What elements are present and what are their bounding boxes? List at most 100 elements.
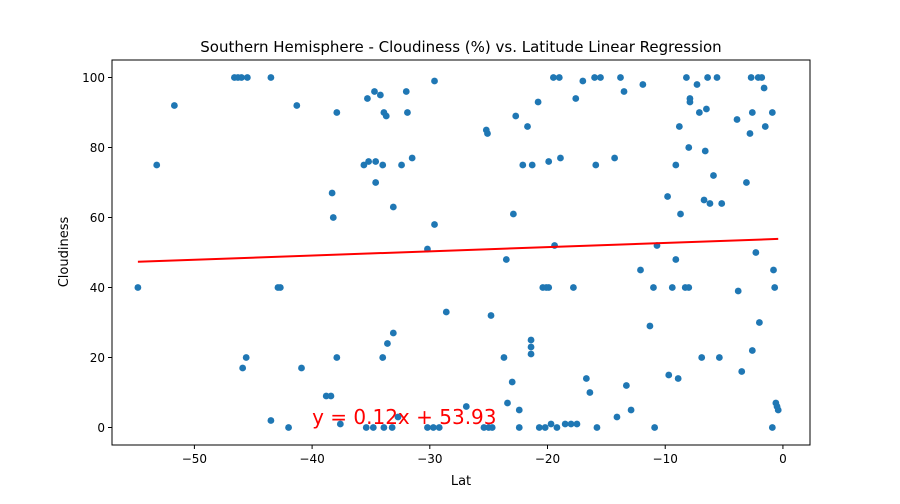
data-point [573, 420, 581, 428]
data-point [512, 112, 520, 120]
data-point [389, 329, 397, 337]
data-point [480, 424, 488, 431]
data-point [746, 130, 754, 137]
data-point [700, 196, 708, 204]
data-point [627, 406, 635, 414]
data-point [613, 413, 621, 421]
x-tick-label: 0 [779, 452, 787, 466]
data-point [365, 158, 373, 165]
data-point [329, 214, 337, 221]
data-point [298, 364, 305, 372]
data-point [675, 123, 683, 130]
data-point [646, 322, 654, 330]
data-point [639, 81, 647, 88]
y-tick-label: 40 [90, 281, 105, 295]
data-point [650, 284, 657, 291]
data-point [435, 424, 443, 431]
data-point [561, 420, 569, 428]
data-point [593, 424, 601, 431]
data-point [267, 417, 275, 424]
x-tick-label: −10 [653, 452, 678, 466]
chart-title: Southern Hemisphere - Cloudiness (%) vs.… [200, 38, 721, 56]
data-point [738, 368, 746, 375]
data-point [755, 319, 763, 326]
data-point [382, 112, 390, 120]
data-point [442, 308, 450, 316]
data-point [592, 161, 600, 169]
data-point [677, 210, 684, 218]
data-point [579, 77, 587, 85]
data-point [553, 424, 561, 431]
y-tick-label: 60 [90, 211, 105, 225]
data-point [665, 371, 673, 379]
data-point [771, 284, 779, 291]
data-point [664, 193, 671, 200]
data-point [528, 161, 536, 169]
data-point [545, 158, 553, 165]
data-point [747, 74, 755, 81]
data-point [651, 424, 659, 431]
data-point [519, 161, 527, 169]
data-point [570, 284, 577, 291]
x-tick-label: −40 [299, 452, 324, 466]
data-point [567, 420, 575, 428]
data-point [748, 109, 756, 116]
data-point [637, 266, 644, 274]
data-point [328, 189, 336, 197]
y-tick-label: 100 [82, 71, 105, 85]
data-point [364, 95, 371, 102]
data-point [586, 389, 594, 396]
data-point [715, 354, 723, 361]
data-point [508, 378, 516, 386]
data-point [380, 424, 388, 431]
data-point [504, 399, 511, 407]
data-point [622, 382, 630, 389]
data-point [752, 249, 760, 256]
data-point [524, 123, 531, 130]
data-point [134, 284, 142, 291]
x-axis: −50 −40 −30 −20 −10 0 [182, 445, 787, 466]
data-point [733, 116, 741, 123]
data-point [760, 84, 768, 92]
data-point [549, 74, 557, 81]
regression-line-group [137, 237, 779, 263]
data-point [379, 161, 387, 169]
data-point [431, 221, 438, 228]
y-axis: 0 20 40 60 80 100 [82, 71, 112, 435]
x-tick-label: −50 [182, 452, 207, 466]
data-point [327, 392, 335, 400]
data-point [371, 88, 378, 95]
data-point [718, 200, 726, 207]
data-point [336, 420, 344, 428]
data-point [509, 210, 517, 218]
data-point [555, 74, 563, 81]
scatter-series [134, 74, 782, 431]
data-point [398, 161, 405, 169]
data-point [672, 161, 680, 169]
data-point [758, 74, 766, 81]
data-point [293, 102, 301, 109]
data-point [698, 354, 706, 361]
data-point [535, 424, 543, 431]
data-point [770, 266, 777, 274]
data-point [541, 424, 549, 431]
data-point [668, 284, 676, 291]
data-point [620, 88, 628, 95]
data-point [502, 256, 510, 263]
data-point [774, 406, 782, 414]
data-point [369, 424, 377, 431]
data-point [402, 88, 410, 95]
data-point [734, 287, 742, 295]
data-point [242, 354, 250, 361]
data-point [170, 102, 178, 109]
data-point [276, 284, 284, 291]
data-point [500, 354, 508, 361]
data-point [404, 109, 411, 116]
data-point [527, 350, 535, 358]
data-point [243, 74, 251, 81]
regression-line [137, 237, 779, 263]
data-point [388, 424, 396, 431]
data-point [389, 203, 397, 211]
data-point [695, 109, 703, 116]
